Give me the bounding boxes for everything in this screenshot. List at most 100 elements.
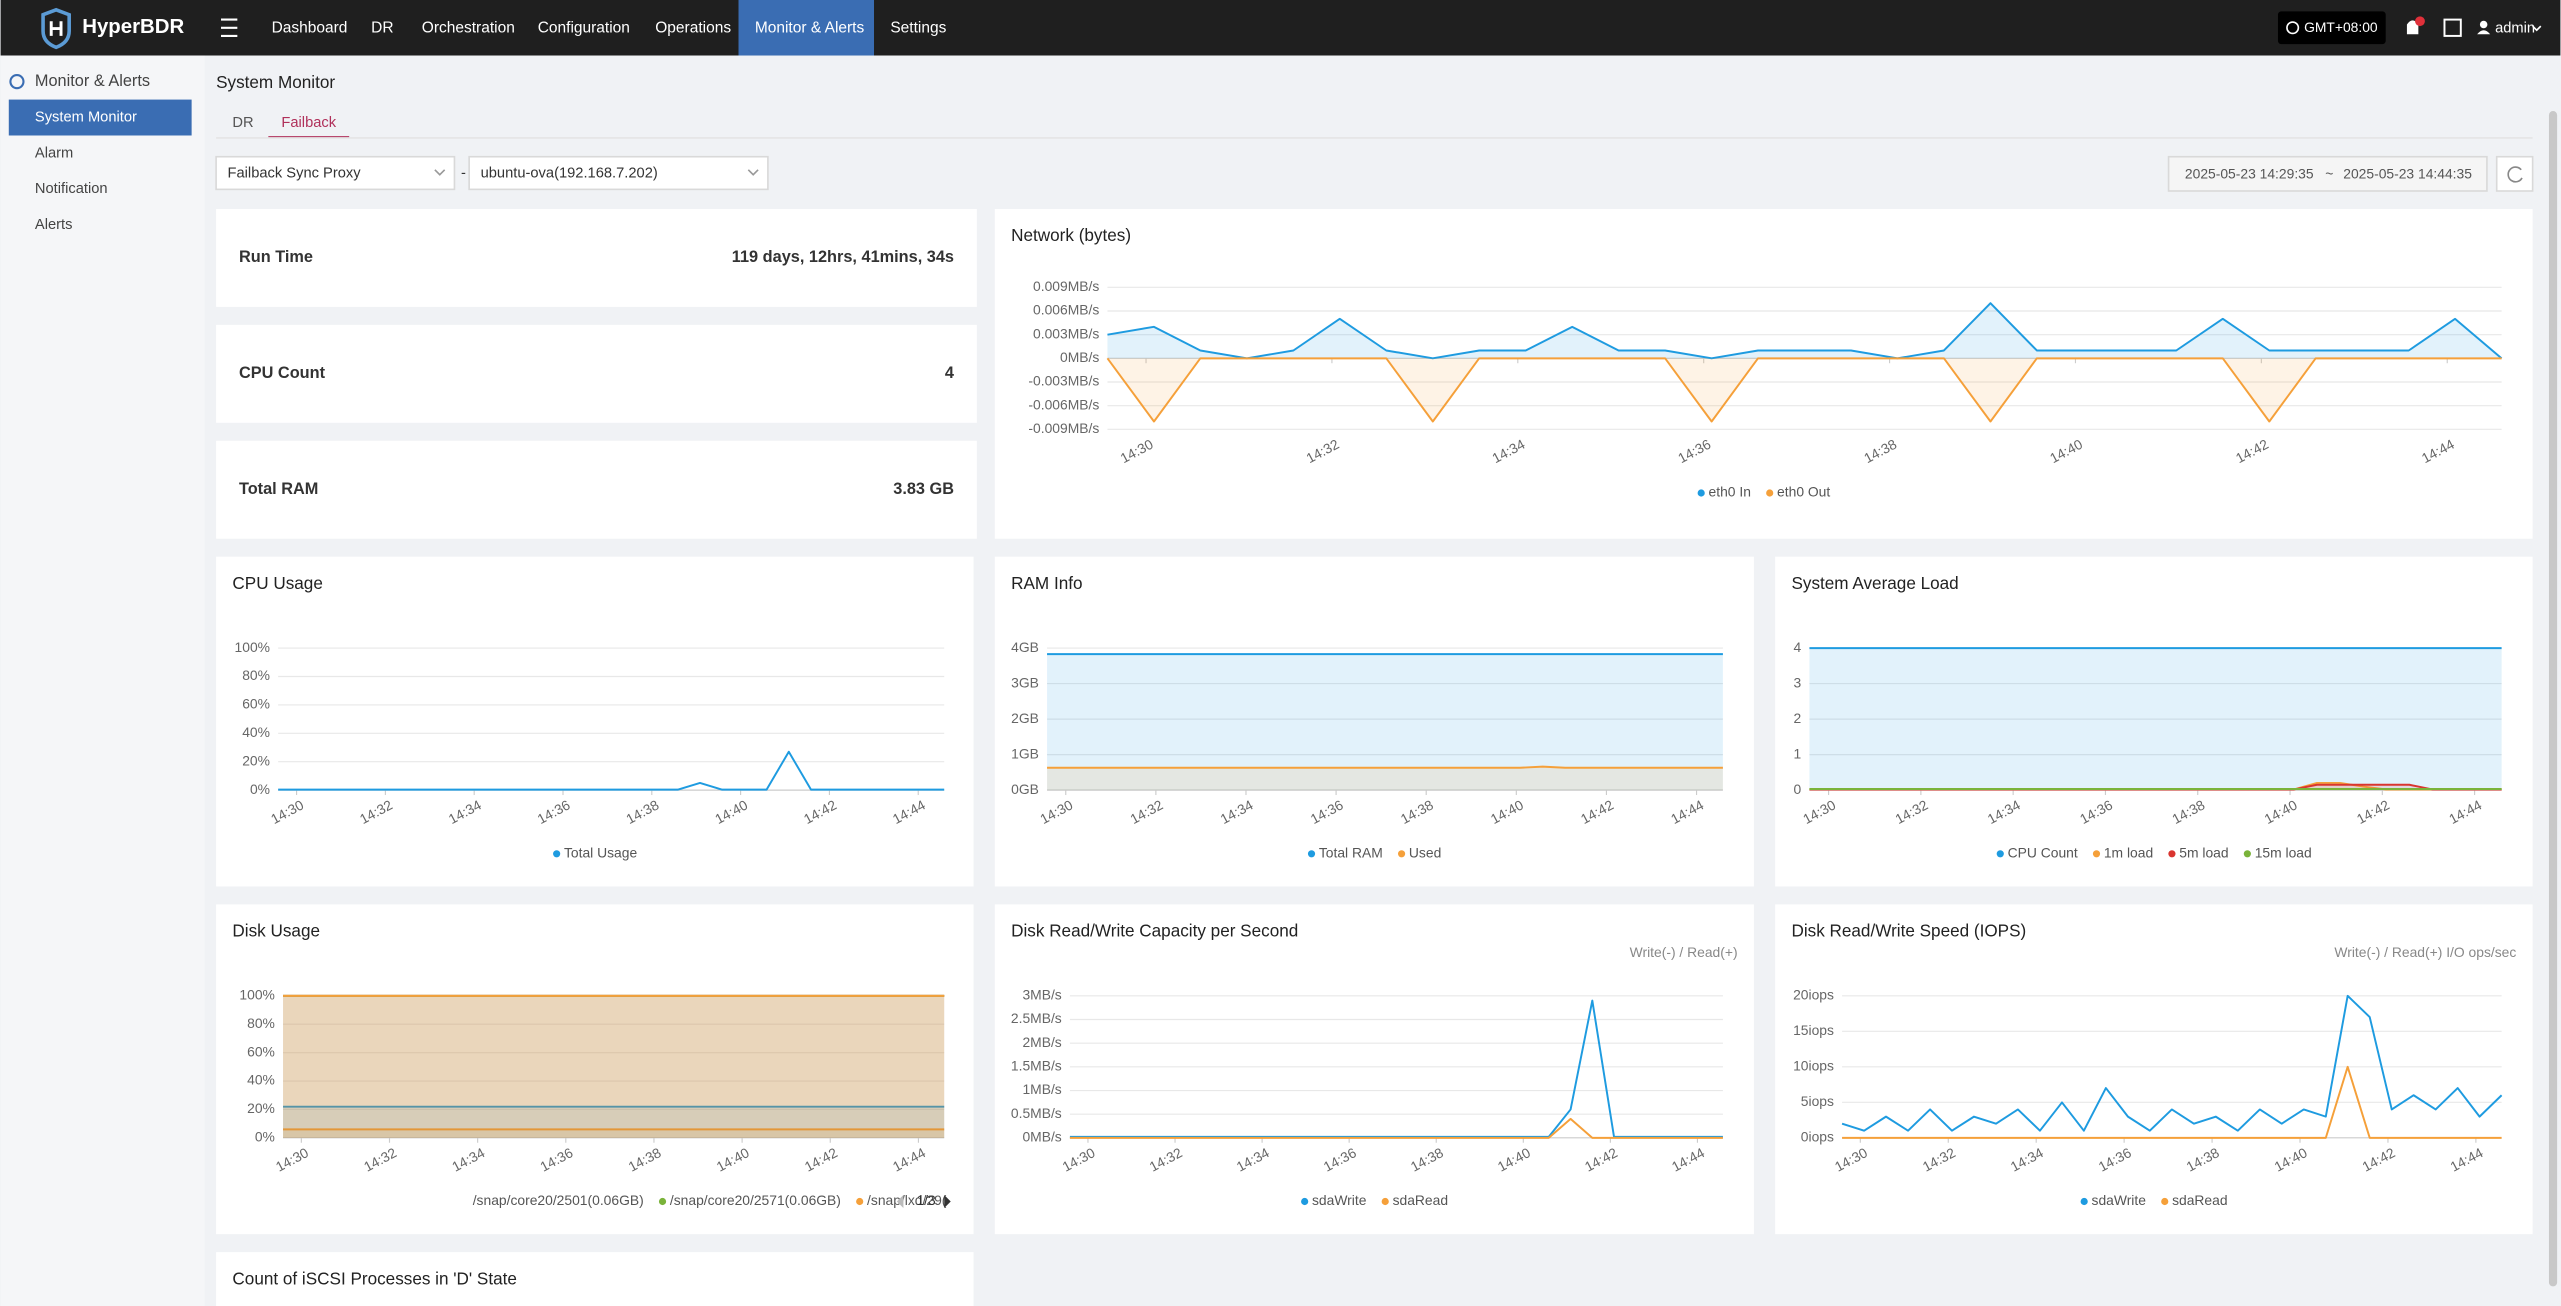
legend-label[interactable]: /snap/core20/2571(0.06GB) <box>670 1192 841 1208</box>
sidebar-icon <box>9 74 25 90</box>
menu-toggle[interactable] <box>221 18 238 37</box>
select-host-value[interactable]: ubuntu-ova(192.168.7.202) <box>481 166 658 182</box>
timezone[interactable]: GMT+08:00 <box>2304 19 2378 35</box>
sidebar-item[interactable]: Alarm <box>35 145 73 161</box>
nav-item[interactable]: DR <box>371 20 393 37</box>
y-tick-label: 2 <box>1794 710 1802 726</box>
legend: Total Usage <box>553 844 637 860</box>
refresh-button[interactable] <box>2495 155 2534 192</box>
legend-label[interactable]: 5m load <box>2179 844 2228 860</box>
legend-label[interactable]: sdaRead <box>1393 1192 1448 1208</box>
sidebar-title: Monitor & Alerts <box>35 72 150 90</box>
legend-label[interactable]: Used <box>1409 844 1441 860</box>
series-line <box>1047 765 1723 769</box>
stat-card <box>216 440 977 539</box>
tab[interactable]: DR <box>232 115 253 131</box>
timezone-box[interactable] <box>2277 11 2386 45</box>
chart-card <box>216 904 974 1235</box>
stat-label: CPU Count <box>239 364 326 382</box>
legend-label[interactable]: 15m load <box>2255 844 2312 860</box>
user-icon-body <box>2477 30 2491 35</box>
y-tick-label: 15iops <box>1793 1022 1834 1038</box>
brand: HyperBDR <box>82 16 184 38</box>
nav-item[interactable]: Monitor & Alerts <box>755 20 865 37</box>
legend-label[interactable]: sdaWrite <box>2092 1192 2147 1208</box>
legend-label[interactable]: CPU Count <box>2008 844 2078 860</box>
series-line <box>278 750 945 791</box>
series-area <box>1047 654 1723 791</box>
legend-label[interactable]: eth0 Out <box>1777 484 1830 500</box>
stat-card <box>216 324 977 423</box>
legend-prev[interactable] <box>896 1194 904 1209</box>
legend-swatch <box>2161 1197 2169 1206</box>
legend-label[interactable]: /snap/lxd/29( <box>867 1192 947 1208</box>
time-end[interactable]: 2025-05-23 14:44:35 <box>2343 165 2472 181</box>
chart-card <box>1775 904 2533 1235</box>
sidebar-item[interactable]: Alerts <box>35 217 73 233</box>
nav-item[interactable]: Operations <box>655 20 731 37</box>
legend: eth0 In eth0 Out <box>1697 484 1830 500</box>
legend-label[interactable]: /snap/core20/2501(0.06GB) <box>473 1192 644 1208</box>
time-start[interactable]: 2025-05-23 14:29:35 <box>2185 165 2314 181</box>
scrollbar[interactable] <box>2548 111 2558 1287</box>
legend-label[interactable]: Total Usage <box>564 844 637 860</box>
time-range[interactable] <box>2167 155 2488 192</box>
legend-label[interactable]: 1m load <box>2104 844 2153 860</box>
nav-item[interactable]: Orchestration <box>422 20 515 37</box>
legend-swatch <box>2168 850 2176 858</box>
chart-card <box>1775 556 2533 887</box>
y-tick-label: 100% <box>239 986 274 1002</box>
select-host[interactable] <box>468 155 769 191</box>
clock-icon <box>2286 21 2300 35</box>
y-tick-label: 60% <box>242 696 270 712</box>
y-tick-label: 10iops <box>1793 1057 1834 1073</box>
select-type[interactable] <box>215 155 456 191</box>
y-tick-label: 20% <box>242 752 270 768</box>
y-tick-label: 4GB <box>1011 639 1039 655</box>
y-tick-label: 3MB/s <box>1022 986 1061 1002</box>
y-tick-label: 60% <box>247 1043 275 1059</box>
chart-title: RAM Info <box>1011 573 1082 593</box>
legend-swatch <box>1766 489 1774 497</box>
legend-label[interactable]: Total RAM <box>1319 844 1383 860</box>
sidebar-item[interactable]: System Monitor <box>35 109 137 125</box>
series-line <box>1841 994 2503 1132</box>
series-area <box>1107 358 2502 422</box>
y-tick-label: 2MB/s <box>1022 1034 1061 1050</box>
chart-card <box>216 556 974 887</box>
select-type-value[interactable]: Failback Sync Proxy <box>228 166 362 182</box>
select-caret <box>747 169 759 176</box>
notification-badge <box>2415 16 2425 27</box>
user-name[interactable]: admin <box>2495 20 2535 36</box>
legend: Total RAM Used <box>1307 844 1441 860</box>
y-tick-label: 80% <box>242 667 270 683</box>
series-area <box>1809 648 2502 791</box>
y-tick-label: 2.5MB/s <box>1011 1010 1062 1026</box>
legend-swatch <box>2092 850 2101 858</box>
y-tick-label: 0.009MB/s <box>1033 278 1099 294</box>
stat-label: Run Time <box>239 248 313 266</box>
legend: CPU Count 1m load 5m load 15m load <box>1996 844 2312 860</box>
series-line <box>1106 357 2502 423</box>
legend-label[interactable]: eth0 In <box>1709 484 1751 500</box>
nav-item[interactable]: Configuration <box>538 20 630 37</box>
legend-label[interactable]: sdaWrite <box>1312 1192 1367 1208</box>
y-tick-label: 3GB <box>1011 674 1039 690</box>
y-tick-label: 2GB <box>1011 710 1039 726</box>
language-icon[interactable] <box>2443 18 2462 37</box>
stat-label: Total RAM <box>239 480 318 498</box>
bell-icon[interactable] <box>2406 20 2419 35</box>
chart-title: System Average Load <box>1791 573 1958 593</box>
chart-card <box>994 904 1754 1235</box>
sidebar-item[interactable]: Notification <box>35 181 108 197</box>
chart-card <box>994 208 2533 539</box>
nav-item[interactable]: Dashboard <box>272 20 348 37</box>
nav-item[interactable]: Settings <box>890 20 946 37</box>
legend-next[interactable] <box>944 1194 951 1209</box>
y-tick-label: 0% <box>255 1129 275 1145</box>
legend-label[interactable]: sdaRead <box>2172 1192 2227 1208</box>
tab[interactable]: Failback <box>281 115 336 131</box>
